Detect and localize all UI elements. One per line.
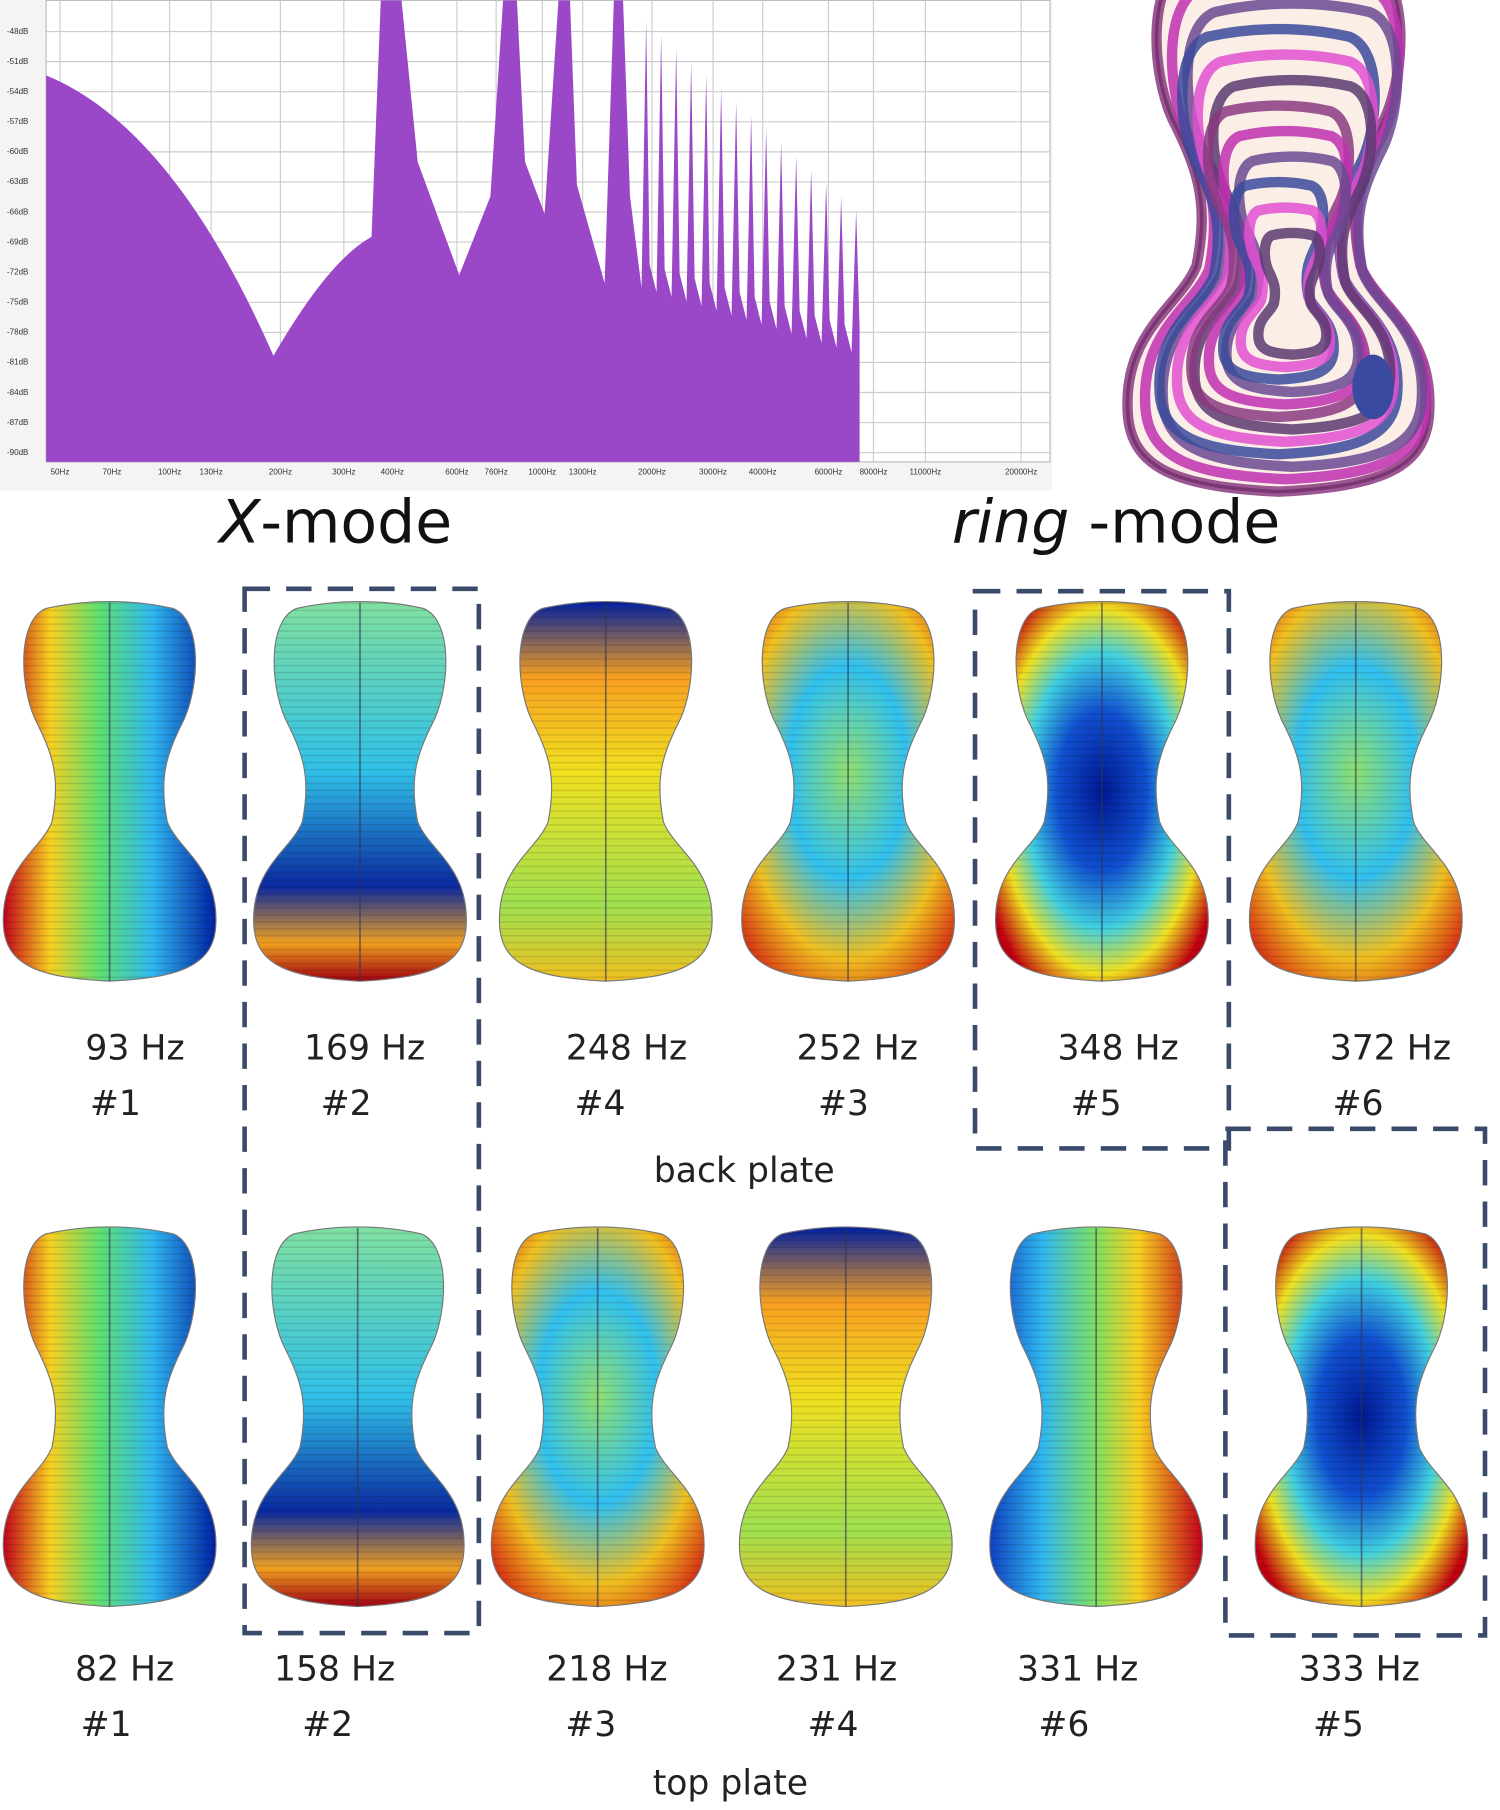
contour-center xyxy=(1352,354,1394,420)
mode-number: #3 xyxy=(565,1705,616,1745)
mode-frequency: 333 Hz xyxy=(1299,1649,1420,1689)
mode-number: #2 xyxy=(302,1705,353,1745)
mode-frequency: 252 Hz xyxy=(797,1029,918,1069)
heading-italic: ring xyxy=(952,488,1069,558)
x-tick-label: 400Hz xyxy=(381,468,404,477)
plates: 93 Hz #1 169 Hz #2 248 Hz #4 252 Hz #3 348 Hz #5 3… xyxy=(2,600,1469,1745)
y-tick-label: -81dB xyxy=(7,358,29,367)
x-tick-label: 20000Hz xyxy=(1005,468,1037,477)
mode-frequency: 372 Hz xyxy=(1330,1029,1451,1069)
mode-number: #4 xyxy=(808,1705,859,1745)
x-tick-label: 1300Hz xyxy=(569,468,597,477)
y-tick-label: -90dB xyxy=(7,448,29,457)
y-tick-label: -60dB xyxy=(7,147,29,156)
y-tick-label: -75dB xyxy=(7,298,29,307)
ring-mode-box-back xyxy=(972,588,1232,1151)
mode-number: #3 xyxy=(818,1084,869,1124)
heading-rest: -mode xyxy=(260,488,452,558)
x-tick-label: 70Hz xyxy=(103,468,122,477)
y-tick-label: -66dB xyxy=(7,207,29,216)
mode-frequency: 231 Hz xyxy=(776,1649,897,1689)
y-tick-label: -69dB xyxy=(7,237,29,246)
spectrum-labels: -48dB -51dB -54dB -57dB -60dB -63dB -66dB -69dB… xyxy=(7,27,1037,477)
mode-frequency: 93 Hz xyxy=(85,1029,184,1069)
x-mode-box xyxy=(242,586,482,1636)
top-plate-label: top plate xyxy=(653,1764,808,1804)
x-tick-label: 6000Hz xyxy=(815,468,843,477)
y-tick-label: -87dB xyxy=(7,418,29,427)
mode-frequency: 158 Hz xyxy=(274,1649,395,1689)
violin-sketch xyxy=(1122,0,1435,497)
y-tick-label: -78dB xyxy=(7,328,29,337)
mode-frequency: 169 Hz xyxy=(304,1029,425,1069)
heading-rest: -mode xyxy=(1069,488,1280,558)
mode-number: #5 xyxy=(1071,1084,1122,1124)
x-tick-label: 8000Hz xyxy=(860,468,888,477)
x-tick-label: 760Hz xyxy=(484,468,507,477)
ring-mode-box-top xyxy=(1223,1126,1488,1638)
contour xyxy=(1218,176,1339,385)
heading-italic: X xyxy=(216,488,262,558)
mode-number: #4 xyxy=(574,1084,625,1124)
highlight-boxes xyxy=(242,586,1488,1638)
spectrum-fill xyxy=(46,0,860,462)
mode-frequency: 348 Hz xyxy=(1057,1029,1178,1069)
y-tick-label: -72dB xyxy=(7,267,29,276)
x-tick-label: 100Hz xyxy=(158,468,181,477)
mode-frequency: 248 Hz xyxy=(566,1029,687,1069)
mode-frequency: 218 Hz xyxy=(546,1649,667,1689)
x-mode-heading: X-mode xyxy=(216,488,452,558)
x-tick-label: 50Hz xyxy=(51,468,70,477)
contour xyxy=(1253,227,1332,360)
mode-number: #6 xyxy=(1038,1705,1089,1745)
x-tick-label: 4000Hz xyxy=(749,468,777,477)
y-tick-label: -84dB xyxy=(7,388,29,397)
mode-frequency: 82 Hz xyxy=(75,1649,174,1689)
mode-number: #2 xyxy=(321,1084,372,1124)
y-tick-label: -63dB xyxy=(7,177,29,186)
y-tick-label: -51dB xyxy=(7,57,29,66)
x-tick-label: 200Hz xyxy=(269,468,292,477)
x-tick-label: 2000Hz xyxy=(638,468,666,477)
x-tick-label: 11000Hz xyxy=(910,468,942,477)
contour xyxy=(1186,100,1371,423)
y-tick-label: -57dB xyxy=(7,117,29,126)
x-tick-label: 1000Hz xyxy=(528,468,556,477)
mode-number: #1 xyxy=(81,1705,132,1745)
y-tick-label: -54dB xyxy=(7,87,29,96)
x-tick-label: 3000Hz xyxy=(699,468,727,477)
contour xyxy=(1235,202,1336,373)
x-tick-label: 600Hz xyxy=(445,468,468,477)
back-plate-label: back plate xyxy=(654,1151,835,1191)
y-tick-label: -48dB xyxy=(7,27,29,36)
mode-number: #5 xyxy=(1313,1705,1364,1745)
mode-number: #1 xyxy=(90,1084,141,1124)
x-tick-label: 130Hz xyxy=(199,468,222,477)
ring-mode-heading: ring -mode xyxy=(952,488,1280,558)
mode-number: #6 xyxy=(1333,1084,1384,1124)
mode-frequency: 331 Hz xyxy=(1017,1649,1138,1689)
x-tick-label: 300Hz xyxy=(332,468,355,477)
